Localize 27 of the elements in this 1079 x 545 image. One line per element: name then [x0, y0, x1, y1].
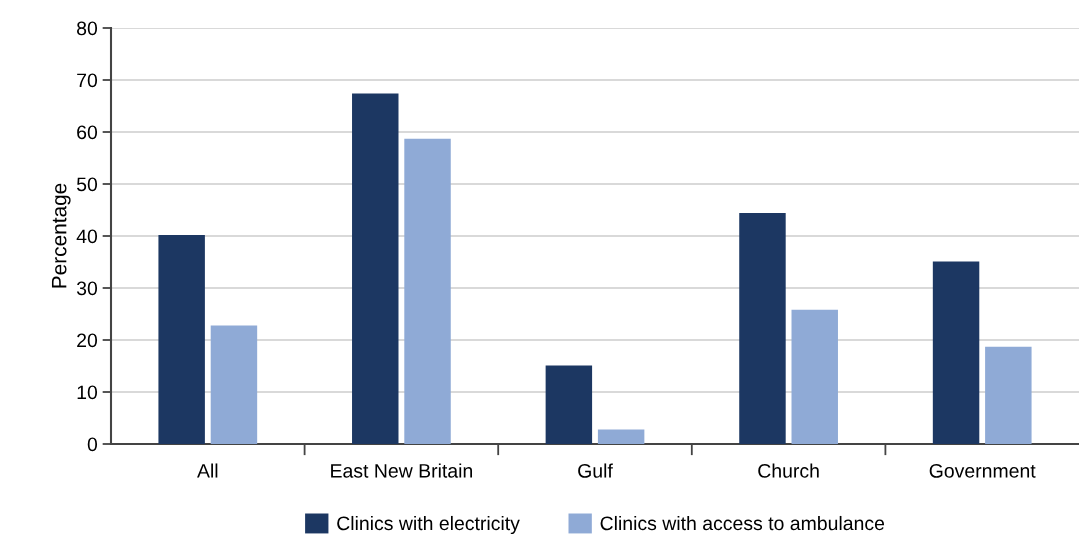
y-tick-label: 80	[77, 21, 98, 36]
y-tick-label: 60	[77, 125, 98, 140]
y-tick-label: 0	[87, 437, 98, 452]
x-tick-label: All	[197, 463, 218, 478]
y-axis-title: Percentage	[51, 183, 71, 288]
bar	[985, 346, 1032, 444]
x-tick-label: Gulf	[578, 463, 613, 478]
y-tick-label: 70	[77, 73, 98, 88]
bar	[210, 325, 258, 444]
y-tick-label: 10	[77, 385, 98, 400]
bar	[545, 365, 593, 444]
y-tick-label: 50	[76, 177, 98, 192]
bar	[404, 138, 451, 444]
bar	[158, 234, 205, 444]
legend-label: Clinics with electricity	[337, 515, 520, 535]
y-tick-label: 40	[76, 229, 98, 244]
legend-label: Clinics with access to ambulance	[600, 515, 885, 531]
y-tick-label: 30	[76, 281, 98, 296]
bar	[739, 213, 786, 444]
x-tick-label: East New Britain	[331, 463, 472, 478]
bar	[932, 261, 980, 444]
bar	[791, 309, 838, 444]
x-tick-label: Church	[758, 463, 819, 478]
y-tick-label: 20	[77, 333, 98, 348]
bar	[597, 429, 645, 444]
bar	[352, 93, 399, 444]
x-tick-label: Government	[929, 463, 1036, 478]
